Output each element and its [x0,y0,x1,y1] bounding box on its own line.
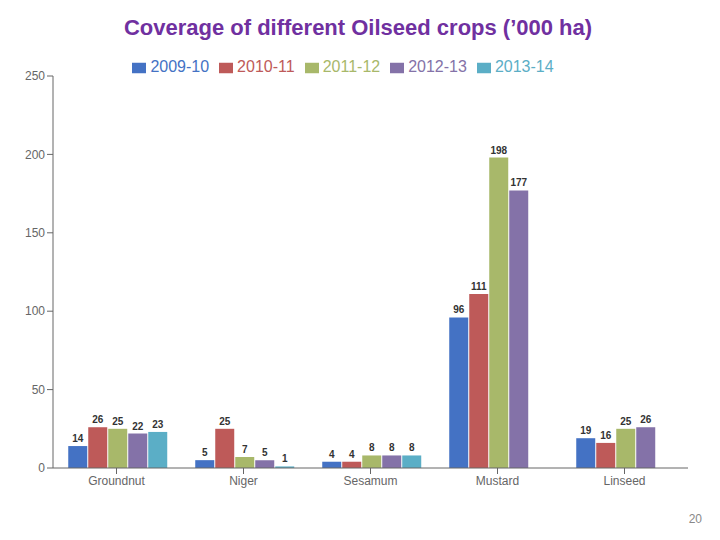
svg-text:25: 25 [219,416,231,427]
svg-text:8: 8 [409,442,415,453]
svg-text:5: 5 [202,447,208,458]
html-text:2009-10: 2009-10 [150,58,210,75]
html-text:2010-11: 2010-11 [237,58,295,75]
svg-text:Linseed: Linseed [603,474,645,488]
svg-text:8: 8 [389,442,395,453]
svg-text:1: 1 [282,453,288,464]
svg-text:25: 25 [112,416,124,427]
svg-text:19: 19 [580,425,592,436]
html-text:2013-14: 2013-14 [494,58,554,75]
svg-text:23: 23 [152,419,164,430]
svg-text:96: 96 [453,304,465,315]
svg-text:14: 14 [72,433,84,444]
svg-text:Niger: Niger [229,474,258,488]
html-text:20: 20 [688,512,702,526]
svg-text:4: 4 [349,449,355,460]
svg-text:250: 250 [25,69,45,83]
svg-text:16: 16 [600,430,612,441]
svg-text:111: 111 [471,281,487,292]
svg-text:100: 100 [25,304,45,318]
svg-text:50: 50 [32,383,46,397]
svg-text:150: 150 [25,226,45,240]
html-text:2012-13: 2012-13 [408,58,467,75]
svg-text:8: 8 [369,442,375,453]
svg-text:26: 26 [640,414,652,425]
svg-text:22: 22 [132,421,144,432]
svg-text:177: 177 [510,177,527,188]
svg-text:Mustard: Mustard [476,474,519,488]
svg-text:26: 26 [92,414,104,425]
html-text:Coverage of different Oilseed: Coverage of different Oilseed crops (’00… [123,15,593,40]
html-text:2011-12: 2011-12 [322,58,381,75]
svg-text:25: 25 [620,416,632,427]
svg-text:5: 5 [262,447,268,458]
svg-text:200: 200 [25,148,45,162]
svg-text:198: 198 [490,145,507,156]
svg-text:4: 4 [329,449,335,460]
svg-text:Groundnut: Groundnut [88,474,145,488]
svg-text:7: 7 [242,444,248,455]
svg-text:0: 0 [38,461,45,475]
svg-text:Sesamum: Sesamum [343,474,397,488]
